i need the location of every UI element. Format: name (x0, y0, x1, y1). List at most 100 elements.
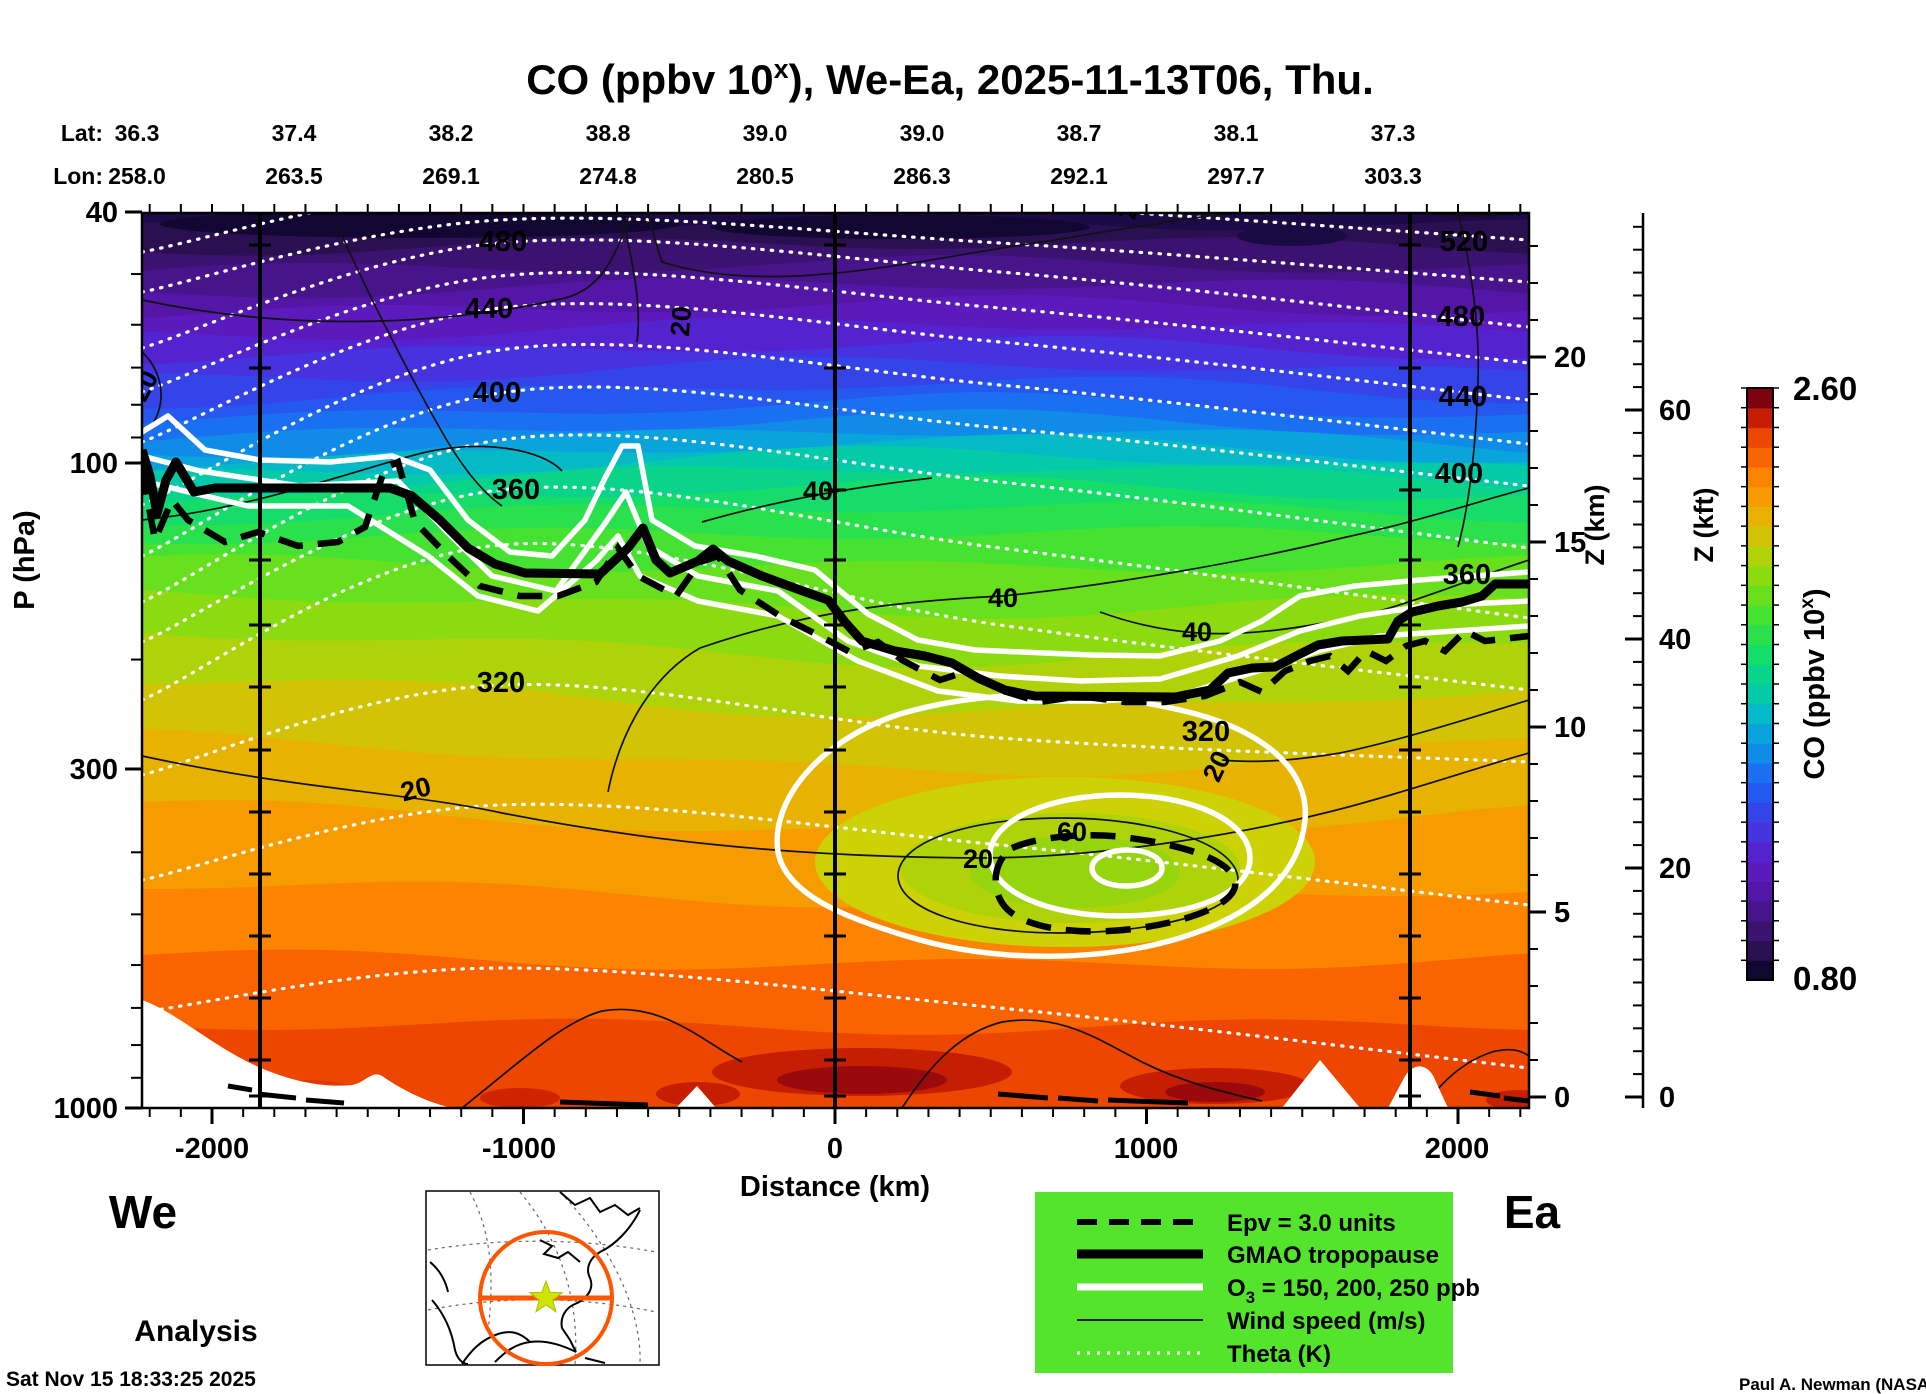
theta-label-480: 480 (1437, 301, 1485, 333)
terrain-mask-2 (1282, 1060, 1360, 1108)
map-coastline-1 (539, 1239, 581, 1263)
wind-contour-2 (1099, 559, 1529, 635)
field-pocket-2 (970, 836, 1180, 908)
map-coastline-5 (431, 1299, 469, 1365)
field-co-max-1 (777, 1066, 947, 1094)
pressure-axis-title: P (hPa) (9, 510, 41, 609)
field-co-max-6 (480, 1088, 560, 1108)
distance-tick-label: 1000 (1114, 1133, 1179, 1165)
west-end-label: We (109, 1186, 177, 1238)
map-graticule-2 (469, 1191, 492, 1333)
surface-dash-0 (227, 1083, 253, 1093)
pressure-tick-label: 1000 (53, 1093, 118, 1125)
map-coastline-4 (461, 1331, 531, 1365)
zkft-tick-label: 60 (1659, 395, 1691, 427)
legend-label-3: Wind speed (m/s) (1227, 1308, 1425, 1335)
map-graticule-0 (519, 1191, 577, 1365)
lat-row-label: Lat: (61, 120, 103, 146)
colorbar-seg-20 (1747, 565, 1773, 586)
pressure-tick-label: 300 (70, 754, 118, 786)
map-location-star (528, 1279, 564, 1313)
colorbar-seg-10 (1747, 762, 1773, 784)
map-coastline-2 (560, 1209, 641, 1353)
epv-contour-1 (992, 832, 1239, 935)
lon-value: 292.1 (1050, 163, 1108, 189)
page-title: CO (ppbv 10x), We-Ea, 2025-11-13T06, Thu… (526, 54, 1374, 103)
map-graticule-1 (559, 1191, 641, 1365)
ozone-contour-2 (142, 478, 1529, 704)
theta-contour-360 (142, 485, 1529, 644)
wind-label-40: 40 (1182, 617, 1212, 647)
theta-label-320: 320 (477, 667, 525, 699)
lon-value: 274.8 (579, 163, 637, 189)
colorbar: 2.60 0.80 CO (ppbv 10x) (1741, 370, 1857, 997)
lat-value: 37.4 (272, 120, 317, 146)
theta-contour-290 (142, 966, 1529, 1070)
terrain-mask-1 (676, 1086, 716, 1108)
lat-value: 38.8 (586, 120, 631, 146)
surface-dash-6 (1107, 1097, 1189, 1106)
colorbar-seg-19 (1747, 585, 1773, 606)
colorbar-seg-28 (1747, 407, 1773, 429)
wind-contour-4 (142, 752, 1529, 859)
wind-contour-3 (897, 817, 1239, 934)
field-co-max-3 (1165, 1082, 1265, 1102)
field-dark-blob-2 (1237, 226, 1347, 246)
colorbar-seg-14 (1747, 684, 1773, 705)
theta-label-520: 520 (1440, 226, 1488, 258)
lat-value: 39.0 (743, 120, 788, 146)
wind-label-60: 60 (1057, 817, 1087, 847)
inset-map-frame (425, 1190, 660, 1366)
zkft-axis-title: Z (kft) (1689, 488, 1719, 563)
profile-marker-1 (824, 213, 846, 1108)
zkm-axis-title: Z (km) (1580, 485, 1610, 566)
colorbar-seg-0 (1747, 960, 1773, 981)
colorbar-title: CO (ppbv 10x) (1797, 588, 1831, 779)
colorbar-seg-23 (1747, 506, 1773, 527)
distance-tick-label: -1000 (482, 1133, 556, 1165)
wind-contour-10 (621, 213, 640, 343)
zkft-tick-label: 20 (1659, 853, 1691, 885)
credit-text: Paul A. Newman (NASA (1739, 1375, 1926, 1394)
theta-label-480: 480 (479, 226, 527, 258)
legend-label-0: Epv = 3.0 units (1227, 1210, 1396, 1237)
surface-dash-5 (1057, 1095, 1099, 1104)
inset-map (425, 1190, 660, 1366)
lat-value: 38.1 (1214, 120, 1259, 146)
map-coastline-7 (429, 1261, 449, 1293)
lon-row-label: Lon: (53, 163, 103, 189)
wind-contour-7 (461, 1008, 743, 1108)
map-coastline-0 (559, 1191, 641, 1217)
legend-box (1035, 1192, 1453, 1373)
theta-label-400: 400 (473, 377, 521, 409)
colorbar-seg-21 (1747, 545, 1773, 567)
analysis-label: Analysis (134, 1315, 257, 1348)
colorbar-seg-1 (1747, 940, 1773, 961)
zkft-tick-label: 0 (1659, 1082, 1675, 1114)
colorbar-seg-13 (1747, 703, 1773, 725)
field-dark-blob-0 (160, 213, 680, 238)
wind-label-40: 40 (988, 583, 1018, 613)
surface-dash-8 (1503, 1095, 1529, 1104)
wind-contour-11 (1457, 213, 1480, 548)
lon-value: 258.0 (108, 163, 166, 189)
colorbar-seg-5 (1747, 861, 1773, 882)
colorbar-seg-27 (1747, 427, 1773, 448)
field-dark-blob-1 (710, 215, 1090, 239)
zkm-tick-label: 5 (1554, 897, 1570, 929)
zkm-tick-label: 0 (1554, 1082, 1570, 1114)
theta-label-400: 400 (1435, 458, 1483, 490)
theta-label-440: 440 (1439, 381, 1487, 413)
wind-contour-14 (142, 351, 162, 429)
theta-contour-300 (142, 802, 1529, 907)
legend-label-4: Theta (K) (1227, 1341, 1331, 1368)
colorbar-seg-7 (1747, 822, 1773, 843)
lat-value: 36.3 (115, 120, 160, 146)
lat-value: 38.2 (429, 120, 474, 146)
theta-label-360: 360 (492, 474, 540, 506)
map-coastline-6 (584, 1357, 606, 1364)
colorbar-min-label: 0.80 (1793, 960, 1857, 997)
theta-label-360: 360 (1443, 559, 1491, 591)
colorbar-seg-24 (1747, 486, 1773, 507)
